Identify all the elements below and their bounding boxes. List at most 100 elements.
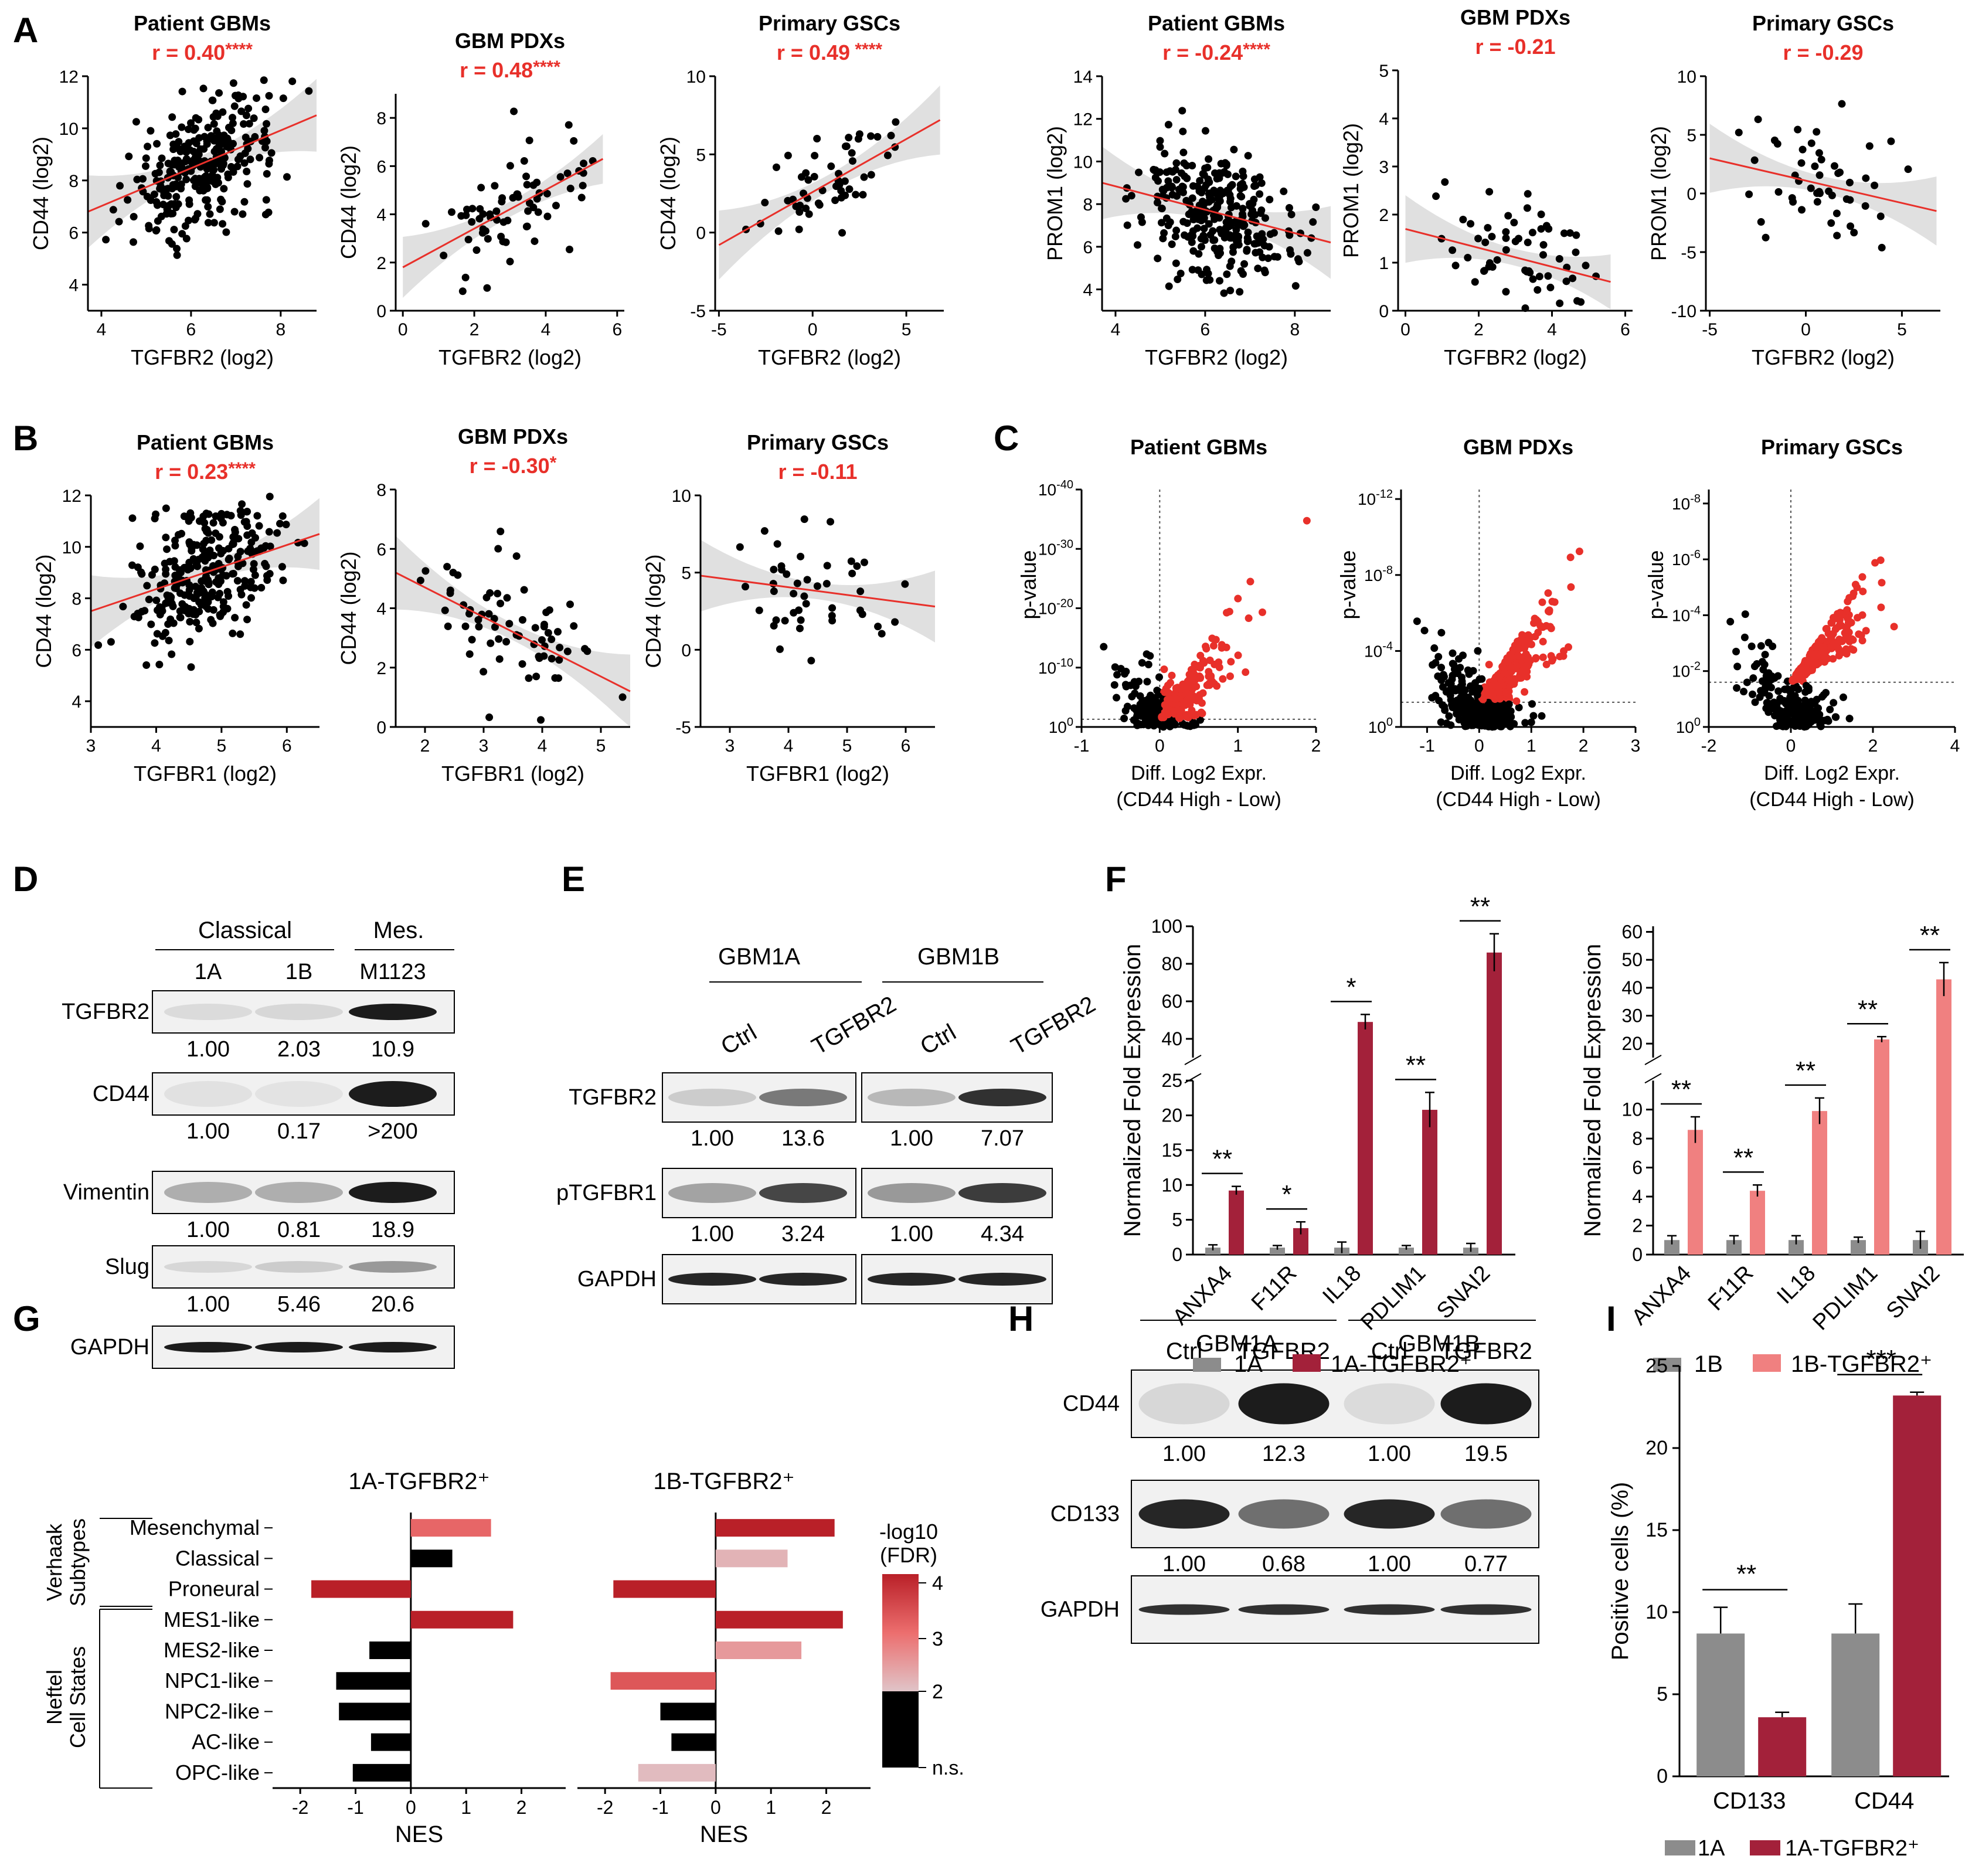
scatter-point — [1226, 198, 1235, 206]
band-quantification: 12.3 — [1262, 1442, 1305, 1466]
scatter-point — [579, 182, 587, 190]
scatter-point — [795, 606, 803, 614]
band-quantification: 1.00 — [890, 1126, 933, 1151]
scatter-point — [221, 139, 229, 147]
scatter-point — [195, 624, 203, 633]
scatter-point — [162, 533, 170, 542]
scatter-point — [283, 173, 291, 181]
band-quantification: 1.00 — [1368, 1552, 1411, 1576]
scatter-point — [1754, 115, 1762, 124]
blot-row-label: CD44 — [1063, 1392, 1120, 1416]
nonsignificant-point — [1510, 720, 1518, 728]
significant-point — [1514, 651, 1522, 660]
blot-band — [1238, 1383, 1330, 1425]
scatter-point — [1200, 225, 1208, 233]
blot-lane-label: TGFBR2 — [1007, 991, 1100, 1060]
significant-point — [1824, 654, 1832, 662]
scatter-point — [1261, 214, 1269, 222]
blot-row-label: GAPDH — [577, 1267, 657, 1292]
scatter-point — [192, 140, 200, 148]
scatter-point — [1813, 198, 1821, 206]
significant-point — [1575, 548, 1583, 556]
y-tick-label: 50 — [1621, 949, 1643, 970]
y-tick-label: 4 — [376, 206, 386, 225]
x-tick-label: -1 — [1419, 736, 1435, 756]
scatter-point — [540, 652, 548, 660]
nonsignificant-point — [1757, 642, 1765, 650]
scatter-point — [1485, 188, 1494, 196]
nonsignificant-point — [1490, 718, 1498, 726]
scatter-point — [1230, 145, 1238, 154]
scatter-point — [116, 182, 124, 190]
scatter-point — [538, 636, 546, 644]
nonsignificant-point — [1474, 647, 1482, 655]
scatter-point — [210, 120, 218, 128]
nes-bar — [613, 1580, 716, 1598]
scatter-point — [1237, 267, 1245, 275]
scatter-point — [218, 198, 226, 206]
significant-point — [1524, 631, 1532, 639]
significant-point — [1560, 647, 1568, 655]
band-quantification: 1.00 — [1368, 1442, 1411, 1466]
y-tick-label: 10 — [1677, 67, 1696, 87]
plot-title: Primary GSCs — [1761, 435, 1903, 459]
scatter-point — [239, 210, 247, 218]
x-axis-label-line2: (CD44 High - Low) — [1436, 789, 1601, 811]
scatter-point — [230, 102, 239, 110]
scatter-point — [143, 192, 151, 200]
scatter-point — [229, 79, 237, 87]
bar-1A — [1831, 1633, 1880, 1776]
scatter-point — [1788, 194, 1796, 202]
nes-bar — [715, 1610, 843, 1629]
scatter-point — [94, 641, 103, 649]
blot-row-label: TGFBR2 — [62, 1000, 149, 1024]
scatter-point — [263, 169, 271, 178]
y-tick-label: -5 — [675, 718, 691, 738]
scatter-point — [1266, 195, 1274, 203]
row-label: MES1-like — [164, 1607, 260, 1632]
scatter-point — [181, 603, 189, 611]
scatter-point — [548, 654, 556, 662]
legend-label: 1B — [1694, 1351, 1723, 1377]
scatter-point — [212, 180, 220, 188]
scatter-point — [494, 545, 502, 553]
significant-point — [1556, 652, 1564, 661]
scatter-point — [827, 518, 835, 526]
significant-point — [1834, 644, 1842, 652]
scatter-point — [1577, 298, 1585, 306]
significant-point — [1544, 607, 1552, 616]
nonsignificant-point — [1751, 698, 1759, 706]
scatter-point — [1222, 218, 1230, 226]
scatter-point — [259, 544, 267, 552]
y-tick-label: 10 — [686, 67, 706, 87]
x-tick-label: -1 — [1074, 736, 1090, 756]
scatter-point — [305, 87, 313, 95]
x-tick-label: 3 — [725, 736, 735, 756]
x-axis-label: NES — [395, 1821, 443, 1847]
scatter-point — [822, 580, 831, 588]
scatter-point — [841, 191, 849, 199]
scatter-point — [1762, 233, 1770, 242]
scatter-point — [265, 91, 273, 100]
y-tick-label: 2 — [376, 659, 386, 678]
significant-point — [1160, 665, 1168, 674]
scatter-point — [828, 604, 837, 612]
nonsignificant-point — [1122, 667, 1130, 675]
scatter-point — [805, 210, 813, 218]
y-tick-label: 10-10 — [1038, 657, 1073, 677]
panel-letter-H: H — [1008, 1299, 1033, 1338]
scatter-point — [770, 565, 778, 573]
scatter-point — [241, 582, 249, 590]
nonsignificant-point — [1771, 712, 1779, 720]
nonsignificant-point — [1428, 694, 1436, 702]
x-axis-label: TGFBR1 (log2) — [441, 762, 584, 786]
blot-H: CD44 1.00 12.3 1.00 19.5 CD133 1.00 0.68 1.00 0.7… — [1041, 1320, 1539, 1644]
scatter-point — [115, 217, 123, 226]
bar-1A-TGFBR2⁺ — [1758, 1717, 1807, 1776]
blot-band — [255, 1081, 343, 1107]
scatter-point — [1572, 248, 1580, 256]
scatter-point — [249, 565, 257, 573]
scatter-point — [510, 107, 518, 115]
scatter-point — [1200, 214, 1208, 222]
axis-break-mark — [1184, 1055, 1202, 1065]
